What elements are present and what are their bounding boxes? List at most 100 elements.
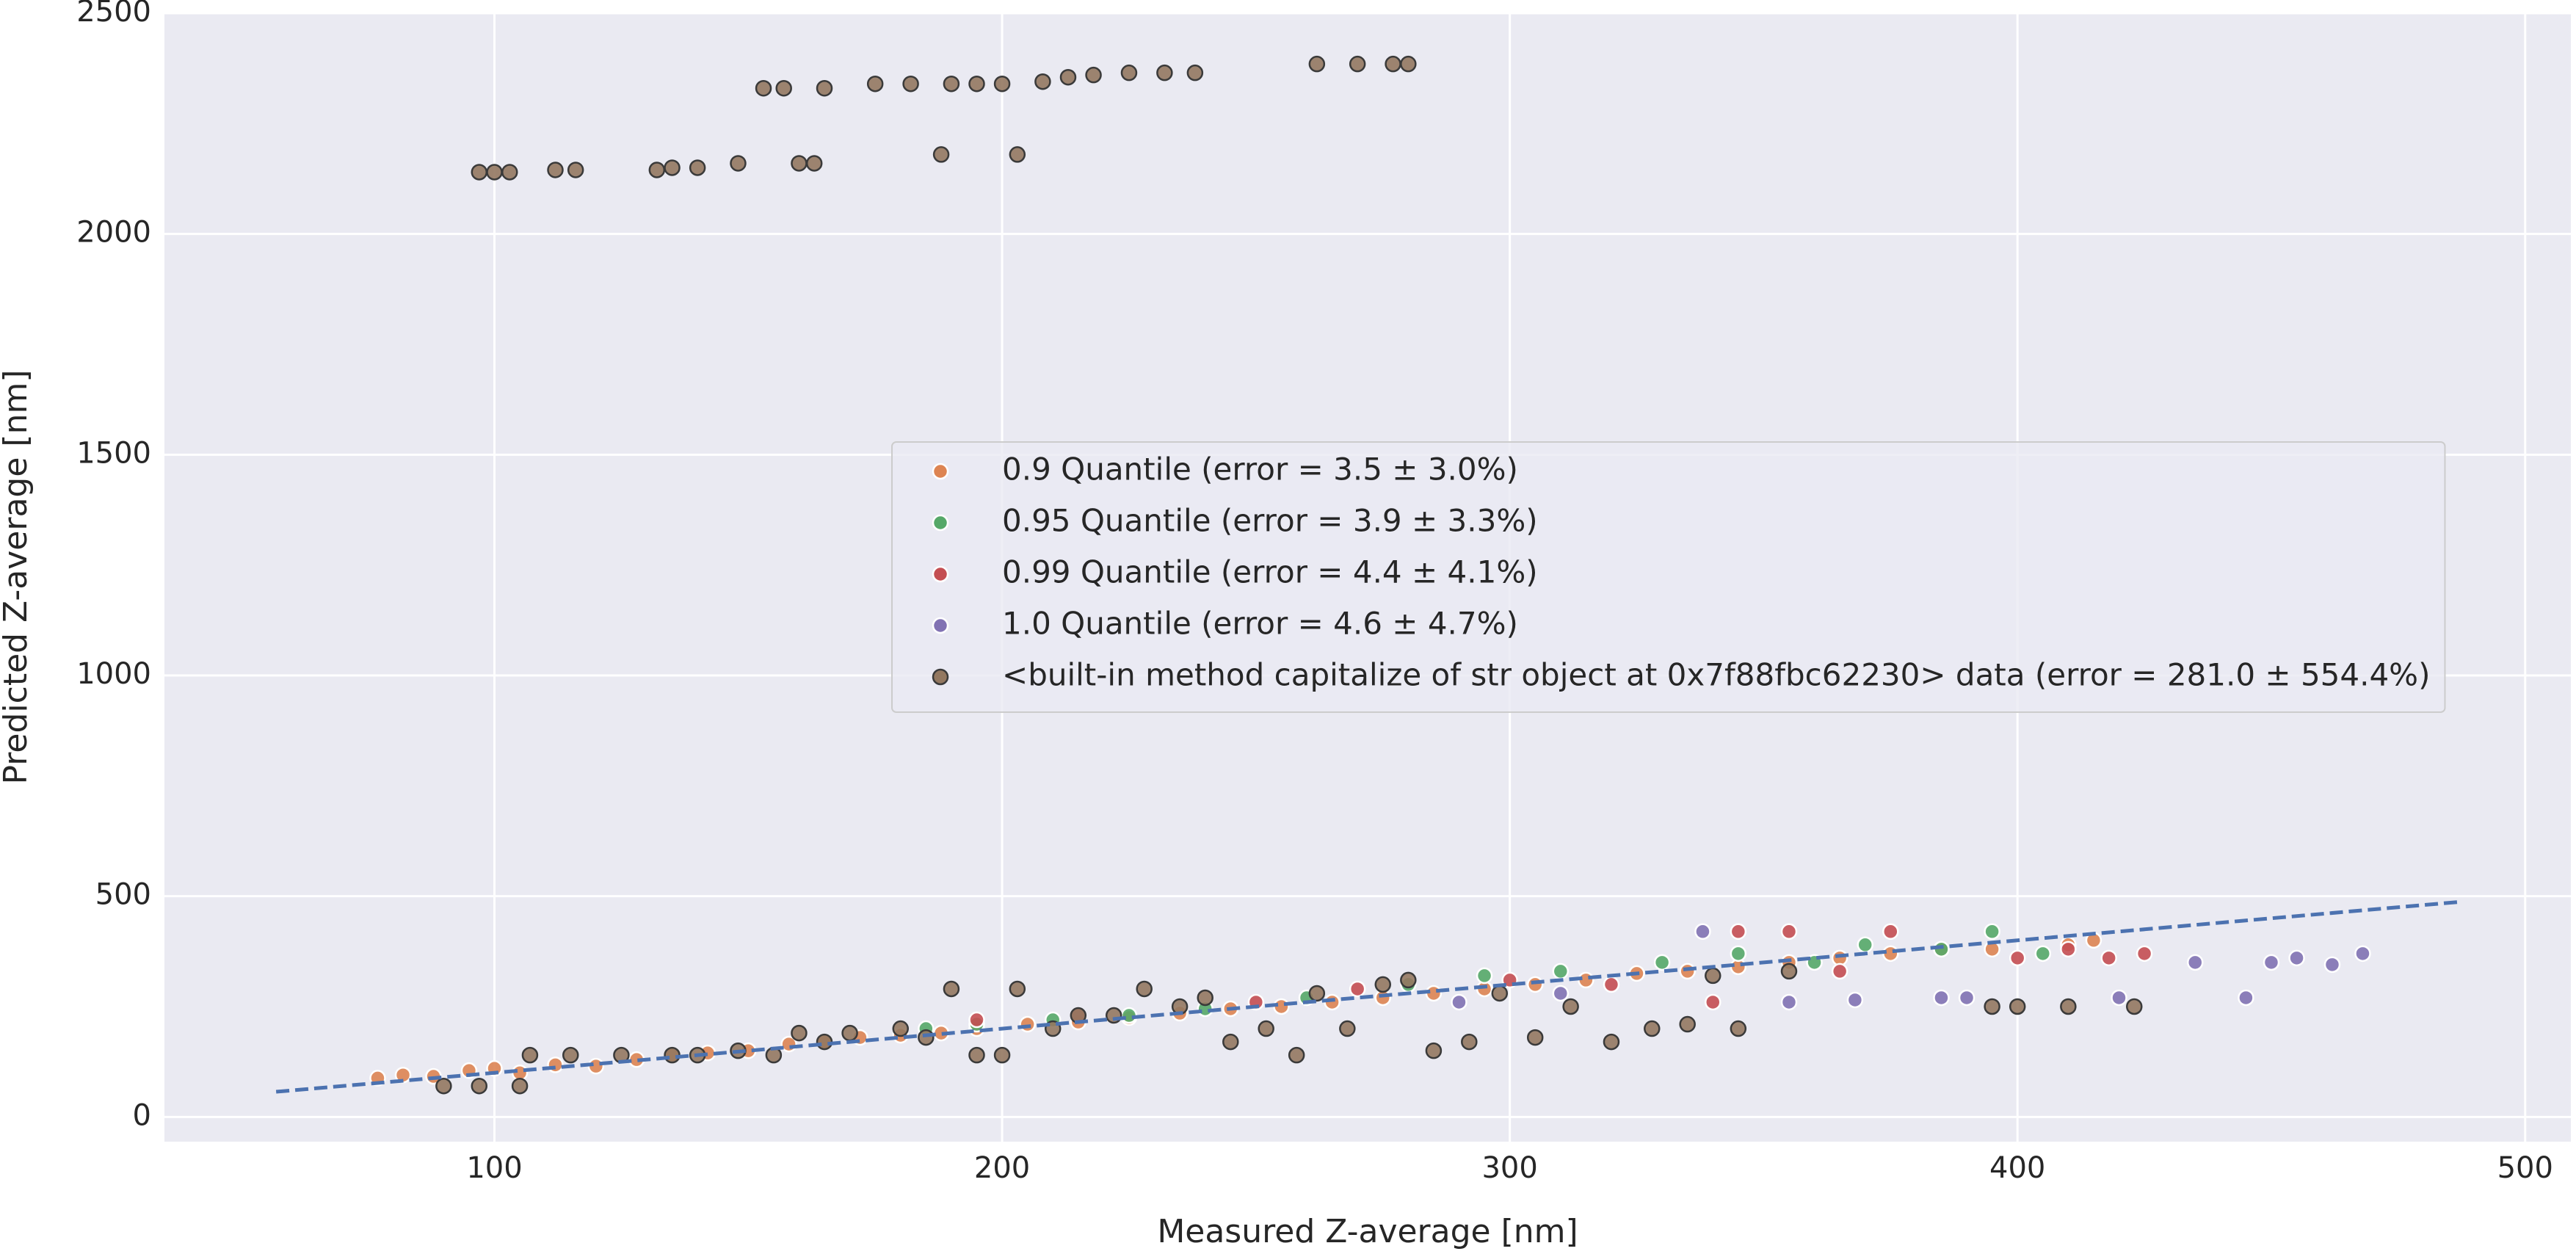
- point: [1705, 967, 1721, 985]
- point: [1491, 985, 1509, 1002]
- point: [562, 1046, 579, 1064]
- y-tick-label: 2000: [76, 216, 151, 250]
- y-axis-label: Predicted Z-average [nm]: [0, 370, 35, 785]
- legend-marker: [932, 514, 949, 532]
- point: [1120, 64, 1138, 81]
- x-axis-label: Measured Z-average [nm]: [1157, 1213, 1578, 1250]
- point: [2263, 954, 2280, 971]
- point: [1349, 55, 1366, 73]
- legend-marker: [932, 565, 949, 583]
- y-tick-label: 0: [133, 1098, 151, 1132]
- point: [689, 159, 706, 176]
- point: [805, 155, 823, 172]
- point: [968, 1046, 985, 1064]
- point: [993, 1046, 1011, 1064]
- point: [1009, 146, 1026, 163]
- point: [1222, 1033, 1239, 1051]
- y-tick-label: 1500: [76, 436, 151, 470]
- point: [1349, 980, 1366, 998]
- point: [1679, 963, 1696, 980]
- x-tick-label: 300: [1481, 1151, 1537, 1185]
- legend-label: <built-in method capitalize of str objec…: [1002, 657, 2430, 693]
- point: [993, 75, 1011, 93]
- point: [1308, 55, 1326, 73]
- point: [471, 164, 488, 181]
- point: [1730, 945, 1747, 963]
- point: [1197, 989, 1213, 1007]
- y-tick-label: 500: [95, 878, 151, 912]
- point: [1085, 66, 1102, 84]
- point: [918, 1029, 935, 1046]
- point: [1679, 1015, 1696, 1033]
- point: [755, 79, 772, 97]
- point: [648, 162, 666, 178]
- point: [1186, 64, 1204, 81]
- point: [1644, 1020, 1661, 1037]
- point: [1288, 1046, 1305, 1064]
- x-tick-label: 400: [1989, 1151, 2045, 1185]
- point: [1400, 55, 1417, 73]
- point: [547, 162, 564, 178]
- point: [1552, 985, 1570, 1002]
- point: [816, 79, 833, 97]
- point: [1400, 971, 1417, 989]
- point: [943, 75, 960, 93]
- point: [471, 1077, 488, 1095]
- point: [2288, 949, 2305, 967]
- series: [1451, 923, 2371, 1011]
- point: [1857, 936, 1873, 954]
- x-tick-label: 100: [466, 1151, 522, 1185]
- marks: [275, 55, 2460, 1095]
- point: [902, 75, 919, 93]
- point: [943, 980, 960, 998]
- x-tick-label: 500: [2497, 1151, 2553, 1185]
- point: [1385, 55, 1401, 73]
- point: [932, 146, 950, 163]
- point: [1258, 1020, 1274, 1037]
- point: [2354, 945, 2371, 963]
- point: [841, 1024, 858, 1042]
- point: [435, 1077, 452, 1095]
- point: [1009, 980, 1026, 998]
- point: [1730, 1020, 1747, 1037]
- point: [791, 1024, 808, 1042]
- point: [1603, 1033, 1620, 1051]
- point: [1019, 1015, 1036, 1033]
- point: [1984, 998, 2000, 1015]
- point: [2009, 998, 2026, 1015]
- legend-label: 0.99 Quantile (error = 4.4 ± 4.1%): [1002, 554, 1538, 590]
- point: [486, 164, 503, 181]
- point: [547, 1057, 564, 1073]
- point: [2060, 998, 2077, 1015]
- point: [1476, 967, 1493, 985]
- legend-label: 1.0 Quantile (error = 4.6 ± 4.7%): [1002, 606, 1518, 642]
- point: [791, 155, 808, 172]
- point: [1831, 963, 1848, 980]
- legend-label: 0.9 Quantile (error = 3.5 ± 3.0%): [1002, 452, 1518, 488]
- point: [968, 75, 985, 93]
- point: [664, 159, 681, 176]
- point: [1984, 923, 2000, 940]
- point: [730, 155, 747, 172]
- point: [775, 79, 792, 97]
- point: [1958, 989, 1975, 1007]
- point: [2126, 998, 2143, 1015]
- point: [1526, 976, 1544, 993]
- legend-marker: [932, 617, 949, 634]
- point: [2238, 989, 2254, 1007]
- point: [866, 75, 884, 93]
- point: [1882, 923, 1899, 940]
- reference-line: [275, 899, 2460, 1094]
- point: [1694, 923, 1711, 940]
- point: [1374, 976, 1391, 993]
- point: [1034, 73, 1051, 90]
- point: [1730, 923, 1747, 940]
- point: [2034, 945, 2052, 963]
- point: [2323, 956, 2341, 974]
- series: [435, 55, 2143, 1095]
- point: [1933, 989, 1950, 1007]
- point: [892, 1020, 910, 1037]
- y-tick-label: 1000: [76, 657, 151, 691]
- point: [2111, 989, 2127, 1007]
